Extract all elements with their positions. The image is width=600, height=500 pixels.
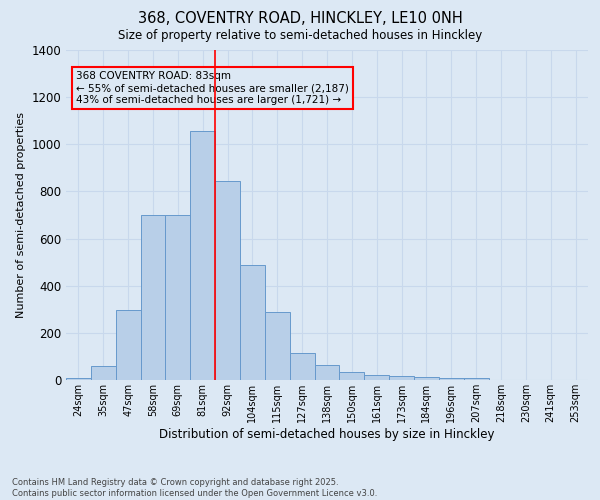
Bar bbox=[215, 181, 240, 380]
Bar bbox=[314, 364, 340, 380]
Text: 368, COVENTRY ROAD, HINCKLEY, LE10 0NH: 368, COVENTRY ROAD, HINCKLEY, LE10 0NH bbox=[137, 11, 463, 26]
Bar bbox=[140, 215, 166, 380]
Bar bbox=[464, 378, 488, 380]
Text: Size of property relative to semi-detached houses in Hinckley: Size of property relative to semi-detach… bbox=[118, 29, 482, 42]
Bar bbox=[364, 376, 389, 380]
Bar bbox=[340, 372, 364, 380]
Bar bbox=[265, 312, 290, 380]
X-axis label: Distribution of semi-detached houses by size in Hinckley: Distribution of semi-detached houses by … bbox=[159, 428, 495, 440]
Bar bbox=[439, 378, 464, 380]
Bar bbox=[116, 310, 140, 380]
Y-axis label: Number of semi-detached properties: Number of semi-detached properties bbox=[16, 112, 26, 318]
Bar bbox=[66, 378, 91, 380]
Bar bbox=[389, 376, 414, 380]
Bar bbox=[240, 264, 265, 380]
Bar bbox=[290, 353, 314, 380]
Bar bbox=[190, 132, 215, 380]
Bar bbox=[91, 366, 116, 380]
Bar bbox=[414, 377, 439, 380]
Text: 368 COVENTRY ROAD: 83sqm
← 55% of semi-detached houses are smaller (2,187)
43% o: 368 COVENTRY ROAD: 83sqm ← 55% of semi-d… bbox=[76, 72, 349, 104]
Bar bbox=[166, 215, 190, 380]
Text: Contains HM Land Registry data © Crown copyright and database right 2025.
Contai: Contains HM Land Registry data © Crown c… bbox=[12, 478, 377, 498]
